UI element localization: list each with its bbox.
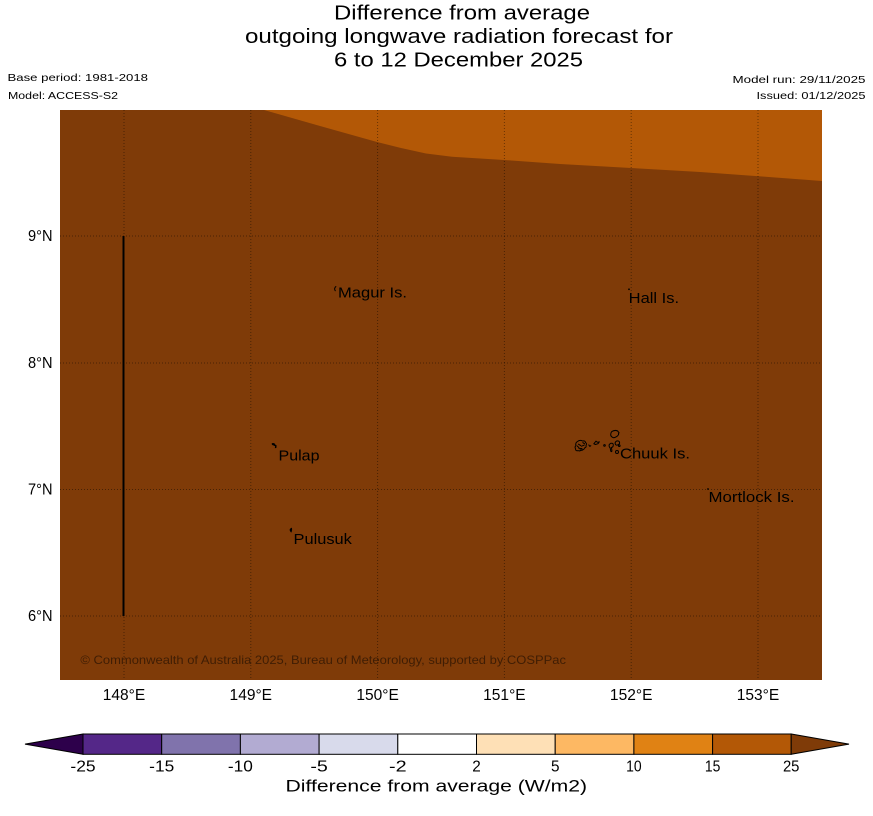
svg-text:-10: -10: [228, 759, 253, 776]
svg-text:Base period: 1981-2018: Base period: 1981-2018: [8, 72, 149, 84]
svg-text:© Commonwealth of Australia 20: © Commonwealth of Australia 2025, Bureau…: [80, 653, 566, 667]
svg-text:Chuuk Is.: Chuuk Is.: [620, 446, 690, 463]
svg-text:153°E: 153°E: [737, 687, 780, 704]
svg-text:-5: -5: [310, 759, 328, 776]
svg-text:6 to 12 December 2025: 6 to 12 December 2025: [334, 49, 583, 72]
svg-text:25: 25: [783, 759, 800, 776]
svg-text:8°N: 8°N: [28, 355, 53, 372]
svg-text:150°E: 150°E: [356, 687, 399, 704]
svg-text:5: 5: [551, 759, 560, 776]
svg-text:Difference from average (W/m2): Difference from average (W/m2): [286, 778, 588, 796]
svg-text:Mortlock Is.: Mortlock Is.: [709, 489, 795, 506]
svg-text:Model: ACCESS-S2: Model: ACCESS-S2: [8, 90, 118, 102]
svg-text:-15: -15: [149, 759, 174, 776]
svg-text:Pulap: Pulap: [279, 448, 320, 465]
svg-text:6°N: 6°N: [28, 608, 53, 625]
svg-text:151°E: 151°E: [483, 687, 526, 704]
svg-text:outgoing longwave radiation fo: outgoing longwave radiation forecast for: [245, 25, 673, 48]
svg-text:-25: -25: [70, 759, 95, 776]
svg-text:Issued: 01/12/2025: Issued: 01/12/2025: [757, 90, 866, 102]
svg-text:-2: -2: [389, 759, 407, 776]
svg-text:7°N: 7°N: [28, 482, 53, 499]
svg-text:148°E: 148°E: [103, 687, 146, 704]
svg-text:15: 15: [705, 759, 721, 776]
svg-text:Magur Is.: Magur Is.: [338, 285, 407, 302]
svg-text:9°N: 9°N: [28, 228, 53, 245]
svg-text:152°E: 152°E: [610, 687, 653, 704]
svg-text:Hall Is.: Hall Is.: [629, 290, 679, 307]
svg-text:2: 2: [472, 759, 481, 776]
svg-text:Pulusuk: Pulusuk: [294, 531, 353, 548]
svg-text:149°E: 149°E: [230, 687, 273, 704]
svg-text:Model run: 29/11/2025: Model run: 29/11/2025: [733, 74, 866, 86]
svg-text:10: 10: [626, 759, 642, 776]
svg-text:Difference from average: Difference from average: [334, 2, 590, 25]
